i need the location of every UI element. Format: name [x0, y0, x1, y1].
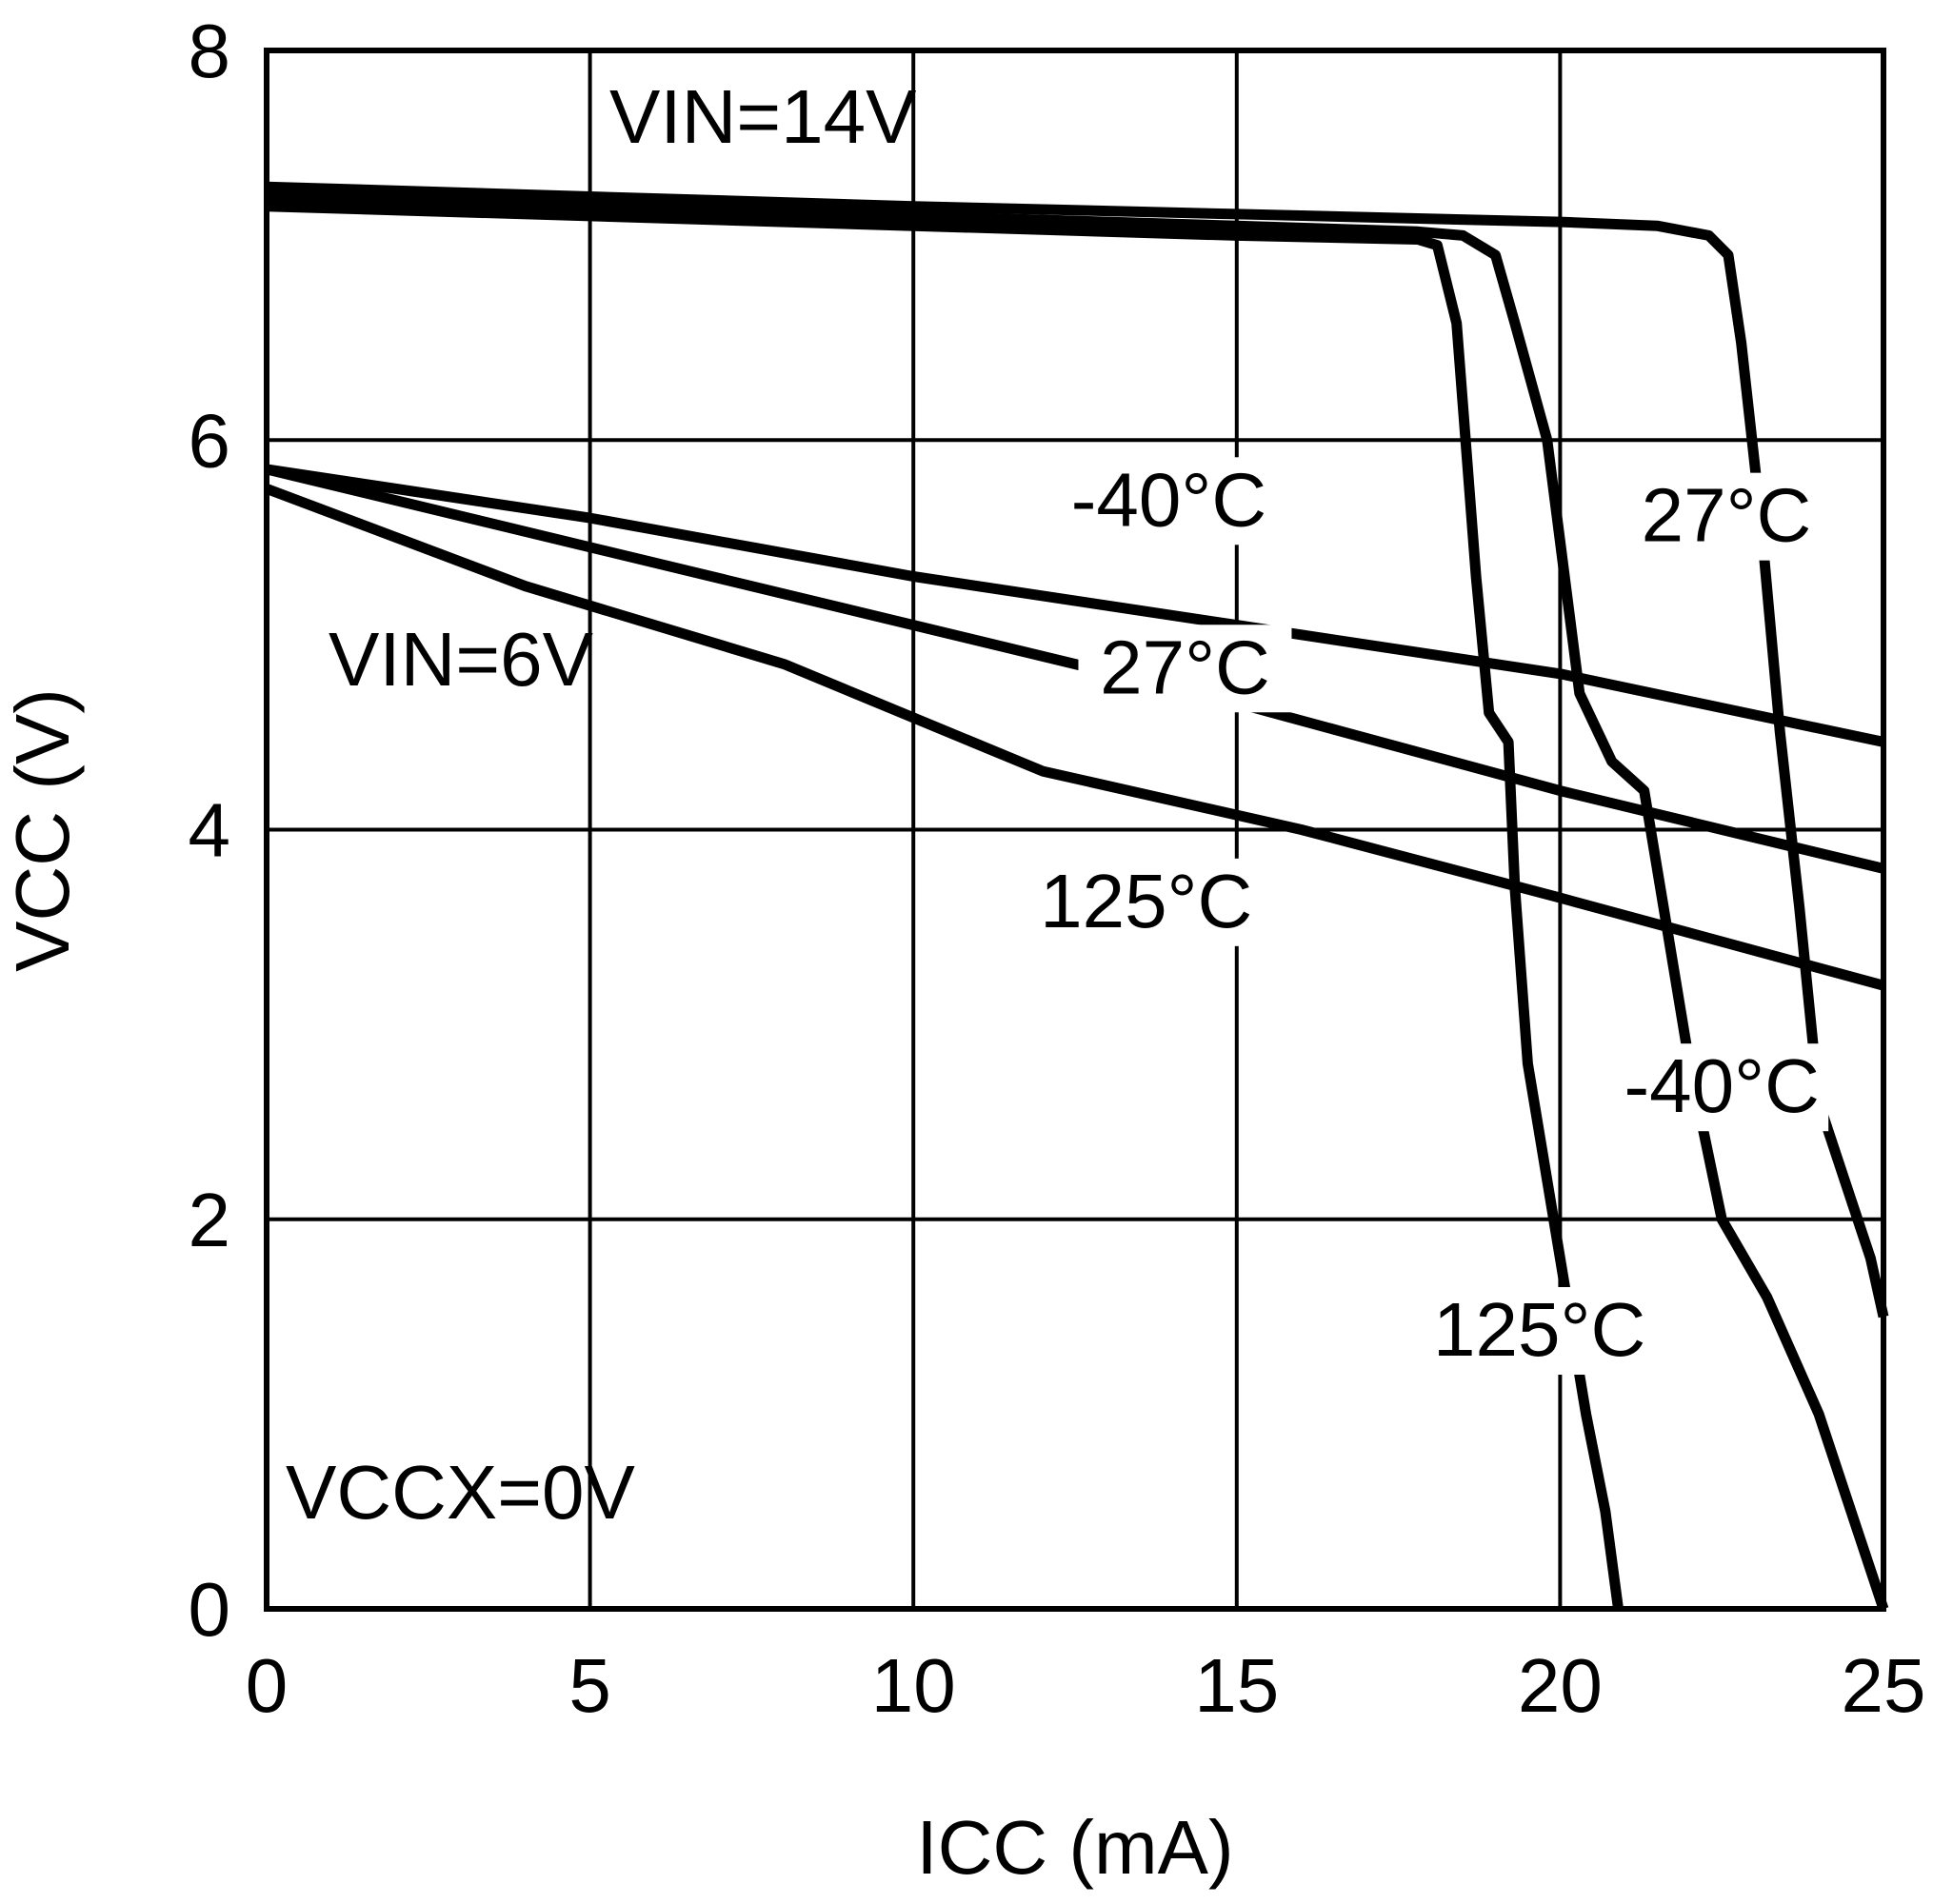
label-vin14-m40-backing — [1615, 1043, 1829, 1132]
x-tick-0: 0 — [246, 1643, 289, 1728]
curve-labels: -40°C 27°C -40°C 125°C 27°C 125°C — [1039, 457, 1833, 1375]
data-curves — [265, 181, 1889, 1611]
series-line-2 — [266, 181, 1889, 1319]
y-tick-8: 8 — [189, 9, 231, 93]
grid-lines — [267, 50, 1883, 1609]
y-tick-6: 6 — [189, 398, 231, 483]
x-tick-10: 10 — [871, 1643, 956, 1728]
label-vin6-125-backing — [1039, 858, 1253, 946]
y-tick-0: 0 — [189, 1567, 231, 1652]
tick-labels: 0 5 10 15 20 25 0 2 4 6 8 — [189, 9, 1926, 1728]
label-vin6-m40-backing — [1062, 457, 1276, 545]
y-axis-label: VCC (V) — [0, 688, 85, 972]
x-axis-label: ICC (mA) — [916, 1805, 1233, 1890]
annotation-vin14: VIN=14V — [609, 74, 917, 159]
series-line-1 — [266, 191, 1889, 1611]
x-tick-5: 5 — [568, 1643, 611, 1728]
annotation-vccx: VCCX=0V — [286, 1450, 635, 1535]
label-vin6-27-backing — [1078, 625, 1292, 713]
label-vin14-m40: -40°C — [1624, 1043, 1820, 1128]
label-vin6-27: 27°C — [1100, 625, 1270, 709]
series-line-3 — [266, 464, 1885, 747]
y-tick-2: 2 — [189, 1178, 231, 1262]
label-vin14-125-backing — [1432, 1286, 1646, 1375]
series-line-0 — [266, 201, 1624, 1610]
label-vin6-m40: -40°C — [1071, 457, 1266, 542]
label-vin14-27: 27°C — [1642, 473, 1812, 558]
label-vin14-125: 125°C — [1433, 1287, 1645, 1372]
series-line-4 — [265, 464, 1885, 874]
plot-frame — [264, 48, 1886, 1612]
x-tick-15: 15 — [1194, 1643, 1279, 1728]
x-tick-20: 20 — [1518, 1643, 1603, 1728]
label-vin14-27-backing — [1619, 472, 1833, 561]
y-tick-4: 4 — [189, 788, 231, 873]
label-vin6-125: 125°C — [1040, 859, 1252, 943]
series-line-5 — [265, 484, 1885, 991]
x-tick-25: 25 — [1842, 1643, 1926, 1728]
annotation-vin6: VIN=6V — [329, 617, 594, 702]
